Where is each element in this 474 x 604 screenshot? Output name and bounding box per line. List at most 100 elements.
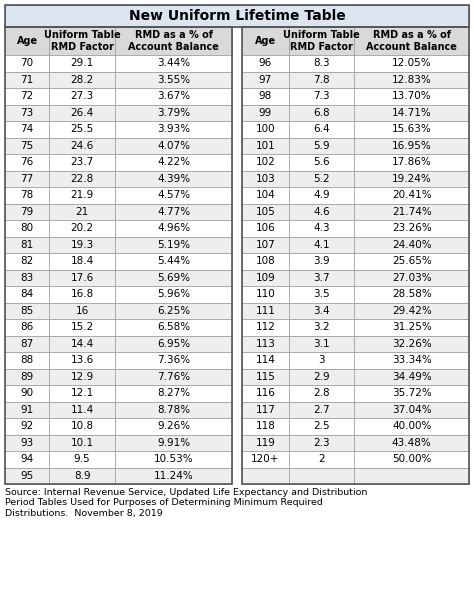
Text: 10.8: 10.8 bbox=[71, 421, 94, 431]
Bar bbox=[242, 55, 289, 71]
Bar bbox=[115, 138, 232, 154]
Text: New Uniform Lifetime Table: New Uniform Lifetime Table bbox=[128, 9, 346, 23]
Text: Age: Age bbox=[17, 36, 38, 46]
Text: 21: 21 bbox=[75, 207, 89, 217]
Bar bbox=[289, 237, 355, 253]
Text: 105: 105 bbox=[255, 207, 275, 217]
Text: 99: 99 bbox=[259, 108, 272, 118]
Text: 3.44%: 3.44% bbox=[157, 58, 190, 68]
Bar bbox=[5, 5, 469, 27]
Text: RMD as a % of
Account Balance: RMD as a % of Account Balance bbox=[366, 30, 457, 52]
Bar bbox=[115, 434, 232, 451]
Bar bbox=[355, 55, 469, 71]
Bar bbox=[5, 451, 49, 467]
Bar bbox=[49, 88, 115, 104]
Bar bbox=[5, 220, 49, 237]
Text: 13.70%: 13.70% bbox=[392, 91, 431, 101]
Bar bbox=[5, 55, 49, 71]
Bar bbox=[242, 104, 289, 121]
Bar bbox=[355, 352, 469, 368]
Text: 26.4: 26.4 bbox=[71, 108, 94, 118]
Bar bbox=[355, 138, 469, 154]
Bar bbox=[49, 319, 115, 335]
Text: 97: 97 bbox=[259, 75, 272, 85]
Bar bbox=[5, 187, 49, 204]
Bar bbox=[49, 27, 115, 55]
Bar bbox=[242, 319, 289, 335]
Bar bbox=[289, 220, 355, 237]
Bar bbox=[115, 187, 232, 204]
Text: 7.36%: 7.36% bbox=[157, 355, 190, 365]
Bar bbox=[289, 451, 355, 467]
Text: 85: 85 bbox=[20, 306, 34, 316]
Bar bbox=[355, 368, 469, 385]
Bar bbox=[5, 138, 49, 154]
Text: 9.91%: 9.91% bbox=[157, 438, 190, 448]
Bar bbox=[5, 385, 49, 402]
Text: 6.95%: 6.95% bbox=[157, 339, 190, 349]
Bar bbox=[289, 303, 355, 319]
Bar bbox=[49, 71, 115, 88]
Text: 2.9: 2.9 bbox=[313, 371, 330, 382]
Bar bbox=[242, 27, 289, 55]
Bar bbox=[289, 385, 355, 402]
Text: 112: 112 bbox=[255, 323, 275, 332]
Bar bbox=[242, 385, 289, 402]
Bar bbox=[49, 154, 115, 170]
Text: 6.4: 6.4 bbox=[313, 124, 330, 134]
Bar bbox=[289, 71, 355, 88]
Bar bbox=[115, 71, 232, 88]
Bar bbox=[289, 434, 355, 451]
Text: 4.9: 4.9 bbox=[313, 190, 330, 201]
Bar bbox=[289, 88, 355, 104]
Bar bbox=[49, 368, 115, 385]
Text: 115: 115 bbox=[255, 371, 275, 382]
Text: 14.71%: 14.71% bbox=[392, 108, 431, 118]
Bar bbox=[355, 319, 469, 335]
Bar bbox=[115, 55, 232, 71]
Text: 72: 72 bbox=[20, 91, 34, 101]
Text: Source: Internal Revenue Service, Updated Life Expectancy and Distribution
Perio: Source: Internal Revenue Service, Update… bbox=[5, 488, 367, 518]
Bar bbox=[289, 104, 355, 121]
Text: 4.22%: 4.22% bbox=[157, 157, 190, 167]
Text: 4.77%: 4.77% bbox=[157, 207, 190, 217]
Text: 12.9: 12.9 bbox=[71, 371, 94, 382]
Bar bbox=[242, 88, 289, 104]
Bar bbox=[115, 27, 232, 55]
Text: 86: 86 bbox=[20, 323, 34, 332]
Bar bbox=[242, 269, 289, 286]
Text: 107: 107 bbox=[255, 240, 275, 249]
Bar bbox=[49, 418, 115, 434]
Text: 91: 91 bbox=[20, 405, 34, 415]
Text: 92: 92 bbox=[20, 421, 34, 431]
Text: 32.26%: 32.26% bbox=[392, 339, 431, 349]
Text: 7.3: 7.3 bbox=[313, 91, 330, 101]
Text: 12.1: 12.1 bbox=[71, 388, 94, 398]
Bar bbox=[49, 170, 115, 187]
Bar bbox=[5, 269, 49, 286]
Bar bbox=[242, 352, 289, 368]
Bar bbox=[5, 237, 49, 253]
Text: 12.83%: 12.83% bbox=[392, 75, 431, 85]
Text: 16.8: 16.8 bbox=[71, 289, 94, 299]
Bar bbox=[355, 104, 469, 121]
Bar bbox=[242, 138, 289, 154]
Text: 24.40%: 24.40% bbox=[392, 240, 431, 249]
Text: RMD as a % of
Account Balance: RMD as a % of Account Balance bbox=[128, 30, 219, 52]
Bar bbox=[242, 335, 289, 352]
Bar bbox=[242, 187, 289, 204]
Text: 2.8: 2.8 bbox=[313, 388, 330, 398]
Text: 3.79%: 3.79% bbox=[157, 108, 190, 118]
Bar bbox=[242, 418, 289, 434]
Text: 3.67%: 3.67% bbox=[157, 91, 190, 101]
Text: 96: 96 bbox=[259, 58, 272, 68]
Text: 8.9: 8.9 bbox=[74, 471, 91, 481]
Bar bbox=[289, 418, 355, 434]
Text: 5.6: 5.6 bbox=[313, 157, 330, 167]
Bar bbox=[115, 467, 232, 484]
Bar bbox=[115, 237, 232, 253]
Text: 82: 82 bbox=[20, 256, 34, 266]
Bar bbox=[49, 269, 115, 286]
Bar bbox=[115, 385, 232, 402]
Text: 3.4: 3.4 bbox=[313, 306, 330, 316]
